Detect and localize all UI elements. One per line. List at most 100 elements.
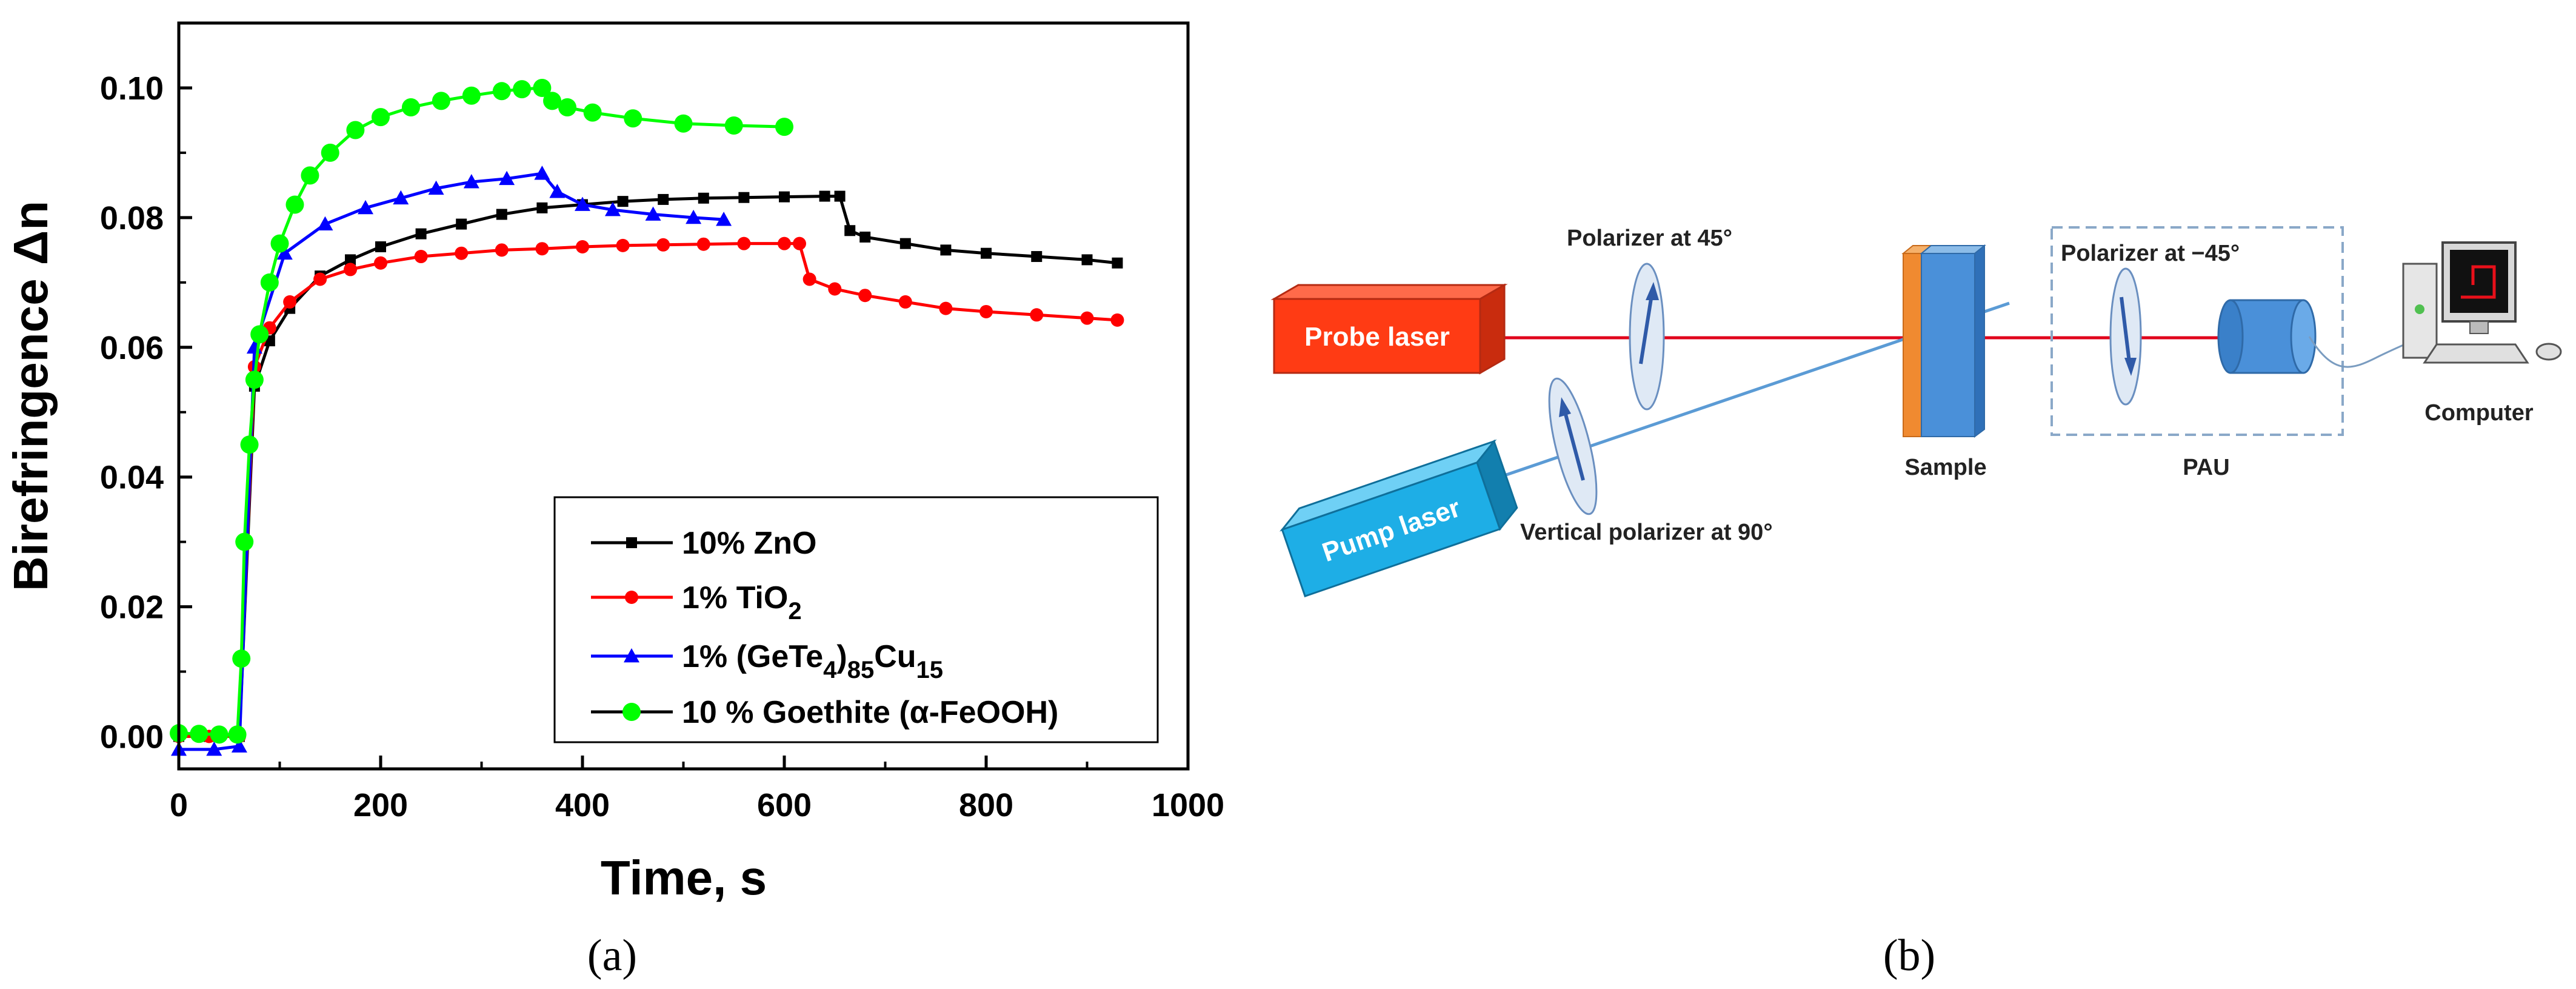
series-10-goethite-feooh-point [190, 725, 209, 743]
series-1-tio2-point [939, 301, 953, 315]
detector-back [2290, 299, 2317, 374]
series-10-zno-point [345, 254, 356, 266]
series-1-tio2-point [1030, 308, 1044, 322]
computer-screen [2450, 250, 2508, 313]
polarizer-m45-arrowhead-icon [2124, 358, 2137, 376]
series-10-goethite-feooh-point [232, 649, 251, 668]
polarizer-45-arrowhead-icon [1646, 282, 1659, 300]
pau-box [2050, 226, 2344, 436]
x-axis-title: Time, s [601, 851, 767, 905]
series-10-goethite-feooh-point [235, 532, 254, 551]
legend-label-tio2-base: 1% TiO [682, 580, 788, 615]
series-10-goethite-feooh-point [543, 92, 562, 110]
legend-label-gete4-sub2: 85 [847, 657, 875, 683]
series-1-gete4-85cu15-point [428, 180, 444, 195]
detector [2217, 299, 2317, 374]
probe-laser: Probe laser [1270, 283, 1508, 375]
y-tick-label: 0.10 [100, 70, 164, 107]
series-1-gete4-85cu15-point [499, 170, 515, 186]
series-1-tio2-point [1080, 311, 1094, 325]
series-10-zno-point [456, 218, 467, 230]
computer-icon [2402, 241, 2562, 364]
y-tick-label: 0.08 [100, 200, 164, 236]
series-10-zno-point [738, 192, 750, 203]
legend-label-tio2: 1% TiO2 [682, 580, 802, 625]
series-10-goethite-feooh-point [245, 370, 264, 389]
polarizer-45-label: Polarizer at 45° [1567, 226, 1732, 251]
series-1-tio2-point [792, 236, 806, 250]
series-1-gete4-85cu15-point [645, 206, 661, 221]
series-10-zno-point [1112, 257, 1123, 269]
vertical-polarizer-arrow [1562, 407, 1585, 481]
series-10-goethite-feooh-point [260, 273, 279, 292]
y-tick-label: 0.06 [100, 330, 164, 366]
series-1-tio2-point [535, 242, 549, 256]
series-10-zno-point [415, 228, 427, 240]
legend-sample-1-gete4-85cu15-marker [624, 648, 639, 663]
computer-power-led [2415, 304, 2424, 314]
sample-body [1921, 253, 1975, 437]
probe-laser-label: Probe laser [1304, 322, 1450, 352]
series-1-tio2-point [313, 272, 327, 286]
legend-label-gete4-sub: 4 [823, 657, 837, 683]
legend-label-gete4-sub3: 15 [916, 657, 944, 683]
tick-labels: 0 200 400 600 800 1000 0.00 0.02 0.04 0.06 0.08 0.1… [100, 70, 1224, 823]
sample-side [1974, 244, 1985, 438]
x-tick-label: 400 [555, 787, 610, 823]
computer-mouse [2535, 343, 2562, 361]
legend-sample-10-zno-marker [626, 537, 637, 548]
sample-edge [1903, 253, 1922, 437]
series-1-tio2-point [283, 295, 297, 309]
legend-label-gete4-mid: ) [836, 639, 847, 674]
pump-laser-front [1281, 461, 1501, 598]
vertical-polarizer [1548, 377, 1598, 515]
series-1-tio2-point [737, 236, 751, 250]
series-1-gete4-85cu15-point [358, 199, 374, 215]
series-10-zno-point [859, 231, 871, 243]
x-tick-label: 1000 [1152, 787, 1224, 823]
series-10-goethite-feooh-point [533, 78, 552, 97]
sample-top [1920, 245, 1986, 254]
series-10-zno-point [779, 191, 790, 203]
series-1-tio2-point [374, 256, 387, 270]
series-1-tio2-point [778, 236, 791, 250]
vertical-polarizer-arrowhead-icon [1559, 397, 1571, 417]
series-10-zno-point [899, 238, 911, 249]
y-axis-title: Birefringence Δn [4, 201, 58, 591]
polarizer-m45-label: Polarizer at −45° [2061, 241, 2240, 266]
series-10-zno-point [844, 225, 856, 236]
series-10-goethite-feooh-point [401, 98, 420, 117]
computer-screen-graphic [2461, 265, 2496, 299]
pau-label: PAU [2183, 455, 2229, 480]
series-1-gete4-85cu15-point [575, 196, 590, 211]
series-1-gete4-85cu15-point [393, 190, 409, 205]
series-10-zno-point [834, 190, 846, 202]
plot-frame [177, 21, 1190, 771]
series-10-zno-point [819, 190, 830, 202]
series-10-goethite-feooh-point [558, 98, 577, 117]
series-1-tio2-point [898, 295, 912, 309]
series-10-zno-point [536, 202, 548, 213]
series-1-tio2-point [616, 238, 630, 252]
series-10-zno-point [698, 192, 709, 204]
vertical-polarizer-label: Vertical polarizer at 90° [1520, 520, 1773, 545]
series-1-tio2-point [979, 304, 993, 318]
caption-a: (a) [587, 931, 637, 981]
series-1-gete4-85cu15-point [463, 174, 479, 189]
detector-front [2217, 299, 2244, 374]
series-10-zno-point [1031, 251, 1043, 263]
legend-box [553, 496, 1159, 743]
series-10-goethite-feooh-point [210, 725, 229, 744]
series-1-tio2-point [576, 240, 589, 253]
computer-stand [2469, 321, 2489, 334]
series-1-gete4-85cu15-point [604, 202, 621, 216]
series-1-tio2-point [858, 289, 872, 303]
polarizer-m45-arrow [2120, 297, 2132, 367]
legend-sample-10-goethite-feooh-marker [622, 703, 641, 721]
series-10-goethite-feooh-point [240, 435, 259, 454]
series-10-goethite-feooh-point [228, 725, 247, 744]
series-1-tio2-point [344, 263, 358, 277]
series-1-gete4-85cu15 [171, 166, 732, 756]
series-1-gete4-85cu15-point [716, 212, 732, 226]
